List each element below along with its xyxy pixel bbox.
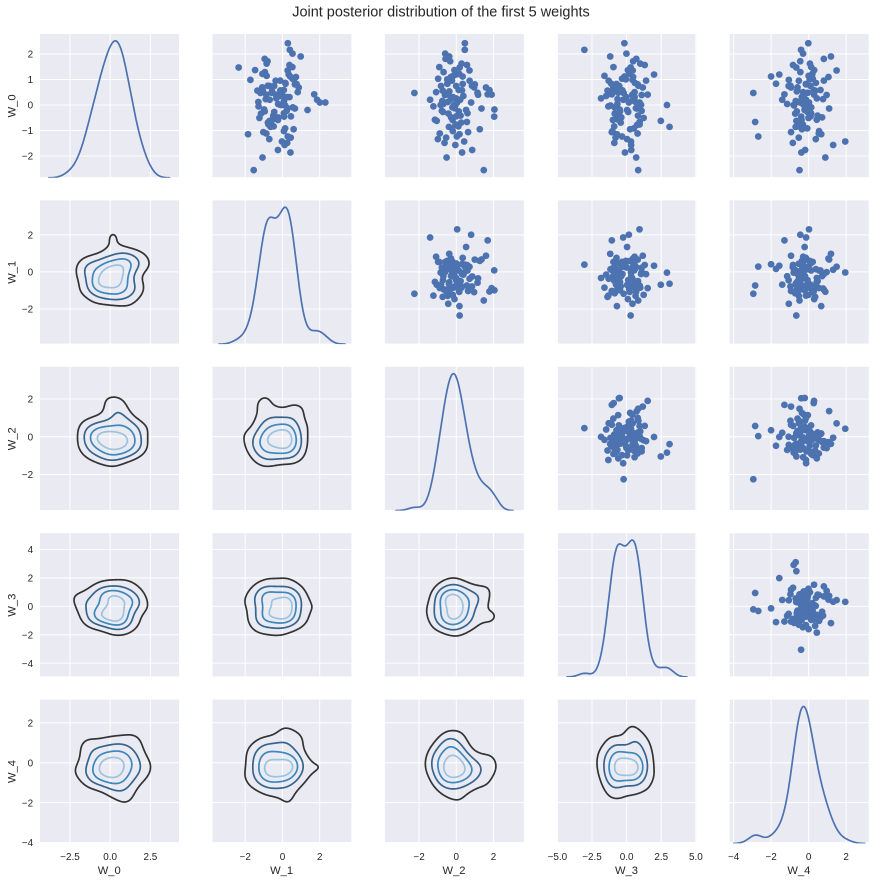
svg-text:W_4: W_4 [787,865,810,877]
svg-text:2: 2 [317,852,323,863]
svg-text:−2: −2 [22,630,34,641]
svg-text:W_3: W_3 [7,594,19,617]
svg-text:−2: −2 [240,852,252,863]
svg-text:2: 2 [491,852,497,863]
svg-text:−2: −2 [22,798,34,809]
svg-text:0: 0 [28,602,34,613]
svg-text:2: 2 [843,852,849,863]
svg-text:−2.5: −2.5 [60,852,80,863]
svg-text:0: 0 [28,268,34,279]
svg-text:0.0: 0.0 [620,852,634,863]
svg-text:W_1: W_1 [270,865,293,877]
svg-text:0: 0 [28,432,34,443]
svg-text:−2: −2 [22,470,34,481]
svg-text:0: 0 [28,101,34,112]
svg-text:5.0: 5.0 [689,852,703,863]
svg-text:−4: −4 [22,838,34,849]
svg-text:2: 2 [28,230,34,241]
svg-text:2: 2 [28,395,34,406]
svg-text:−4: −4 [22,659,34,670]
svg-text:−2.5: −2.5 [582,852,602,863]
svg-text:2: 2 [28,573,34,584]
svg-text:−1: −1 [22,126,34,137]
svg-text:−2: −2 [22,305,34,316]
svg-text:1: 1 [28,75,34,86]
svg-text:0: 0 [280,852,286,863]
svg-text:−4: −4 [728,852,740,863]
svg-text:−2: −2 [22,152,34,163]
svg-text:2.5: 2.5 [654,852,668,863]
svg-text:W_1: W_1 [7,261,19,284]
svg-text:W_4: W_4 [7,760,19,783]
svg-text:W_0: W_0 [7,94,19,117]
svg-text:0: 0 [28,758,34,769]
svg-text:0: 0 [454,852,460,863]
svg-text:4: 4 [28,545,34,556]
svg-text:0.0: 0.0 [103,852,117,863]
svg-text:−2: −2 [765,852,777,863]
svg-text:2.5: 2.5 [143,852,157,863]
svg-text:Joint posterior distribution o: Joint posterior distribution of the firs… [292,4,590,20]
svg-text:2: 2 [28,718,34,729]
svg-text:W_2: W_2 [7,427,19,450]
svg-text:−5.0: −5.0 [548,852,568,863]
svg-text:0: 0 [806,852,812,863]
svg-text:−2: −2 [413,852,425,863]
svg-text:W_2: W_2 [443,865,466,877]
svg-text:W_0: W_0 [98,865,121,877]
svg-text:W_3: W_3 [615,865,638,877]
svg-text:2: 2 [28,50,34,61]
